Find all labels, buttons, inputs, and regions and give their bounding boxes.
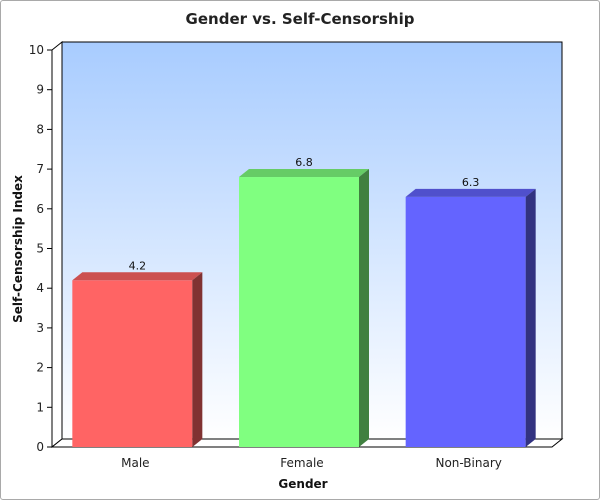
bar-top-face xyxy=(72,272,203,281)
bar-female xyxy=(239,177,359,448)
y-tick-label: 4 xyxy=(36,281,44,295)
data-labels: 4.2 6.8 6.3 xyxy=(129,156,480,272)
chart-title: Gender vs. Self-Censorship xyxy=(186,10,415,28)
y-tick-label: 3 xyxy=(36,321,44,335)
y-tick-label: 1 xyxy=(36,400,44,414)
bar-non-binary xyxy=(405,196,526,447)
bar-side-face xyxy=(359,169,369,448)
x-axis-title: Gender xyxy=(278,477,327,491)
data-label: 6.3 xyxy=(462,176,480,189)
x-tick-label: Non-Binary xyxy=(435,456,501,470)
x-tick-label: Female xyxy=(280,456,323,470)
bars xyxy=(72,169,536,448)
bar-male xyxy=(72,280,193,447)
y-tick-label: 7 xyxy=(36,162,44,176)
y-tick-label: 6 xyxy=(36,202,44,216)
y-tick-label: 9 xyxy=(36,83,44,97)
y-tick-label: 2 xyxy=(36,361,44,375)
y-tick-label: 5 xyxy=(36,242,44,256)
bar-top-face xyxy=(239,169,369,178)
y-tick-label: 0 xyxy=(36,440,44,454)
x-axis-categories: Male Female Non-Binary xyxy=(121,456,502,470)
y-axis-ticks: 0 1 2 3 4 5 6 7 8 9 10 xyxy=(29,43,52,454)
x-tick-label: Male xyxy=(121,456,149,470)
data-label: 6.8 xyxy=(295,156,313,169)
data-label: 4.2 xyxy=(129,259,147,272)
bar-side-face xyxy=(525,188,536,447)
bar-top-face xyxy=(405,188,536,197)
bar-side-face xyxy=(192,272,203,447)
y-tick-label: 8 xyxy=(36,122,44,136)
plot-side-wall xyxy=(51,40,63,449)
y-axis-title: Self-Censorship Index xyxy=(11,175,25,323)
y-tick-label: 10 xyxy=(29,43,44,57)
